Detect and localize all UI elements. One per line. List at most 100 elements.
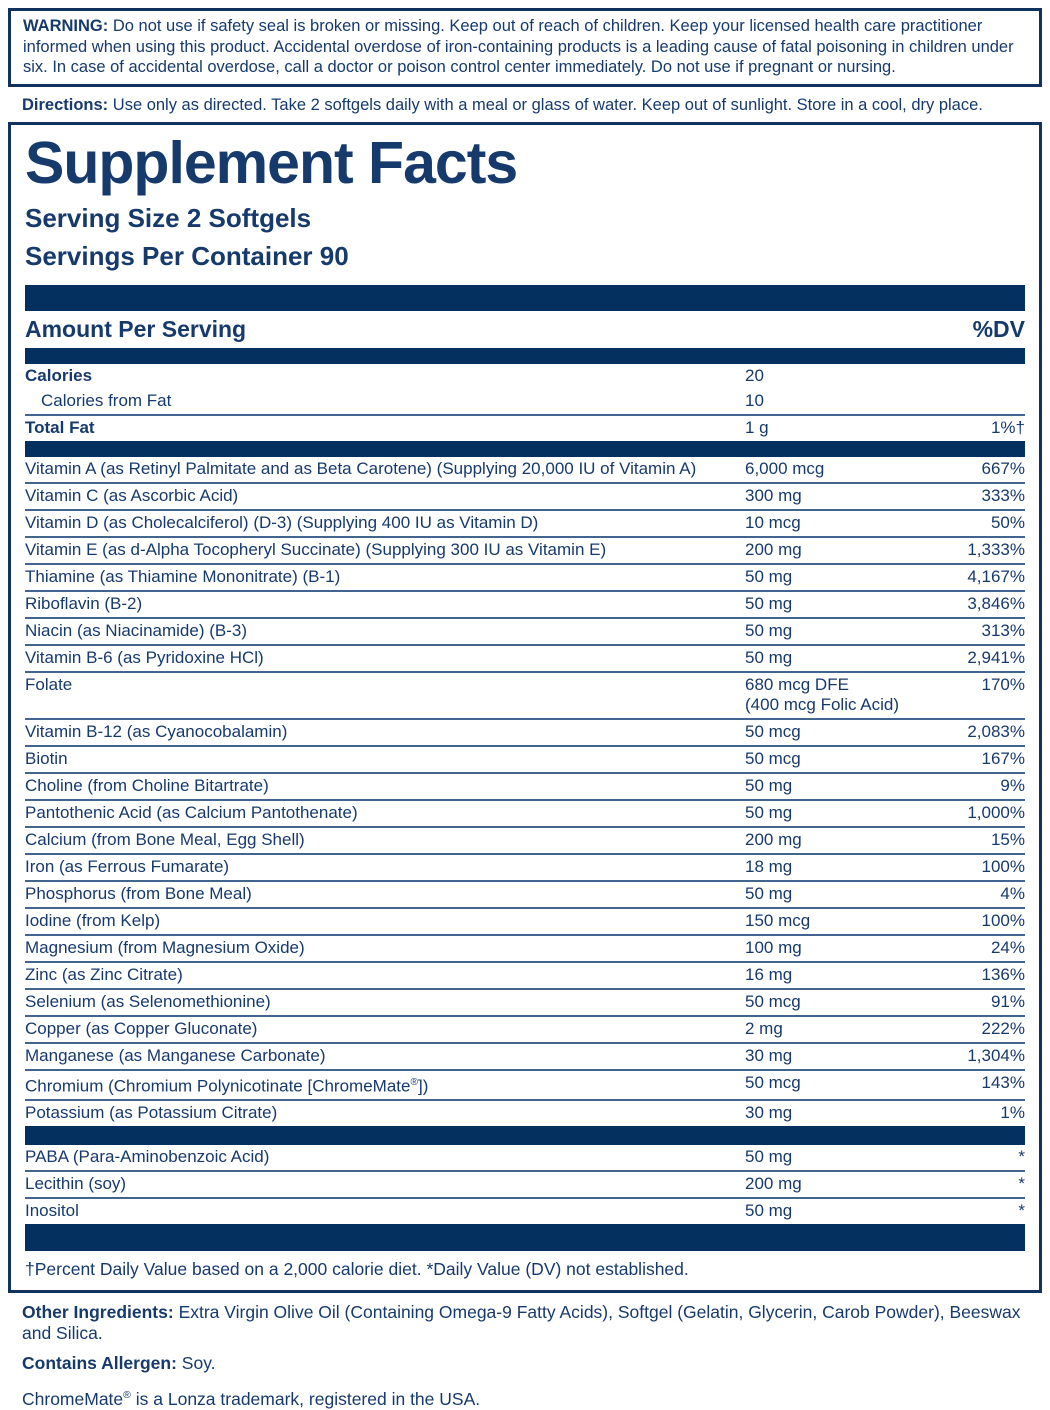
header-amount-per-serving: Amount Per Serving [25, 315, 247, 342]
divider-bar [25, 440, 1025, 457]
nutrient-name: Iron (as Ferrous Fumarate) [25, 856, 230, 876]
nutrient-dv: 4,167% [967, 566, 1025, 586]
table-row: Manganese (as Manganese Carbonate) 30 mg 1… [25, 1041, 1025, 1069]
warning-label: WARNING: [23, 17, 109, 35]
nutrient-rows: Vitamin A (as Retinyl Palmitate and as B… [25, 457, 1025, 1127]
nutrient-amount: 30 mg [745, 1045, 793, 1065]
nutrient-name: Biotin [25, 748, 68, 768]
directions-label: Directions: [22, 95, 109, 114]
nutrient-dv: 167% [981, 748, 1025, 768]
nutrient-name: Thiamine (as Thiamine Mononitrate) (B-1) [25, 566, 341, 586]
nutrient-dv: * [1018, 1201, 1025, 1221]
table-row: Niacin (as Niacinamide) (B-3) 50 mg 313% [25, 616, 1025, 644]
table-row: Vitamin C (as Ascorbic Acid) 300 mg 333% [25, 481, 1025, 509]
nutrient-dv: 667% [981, 458, 1025, 478]
nutrient-dv: 313% [981, 620, 1025, 640]
table-row: Selenium (as Selenomethionine) 50 mcg 91% [25, 987, 1025, 1015]
table-row: Calcium (from Bone Meal, Egg Shell) 200 m… [25, 825, 1025, 853]
nutrient-dv: 15% [990, 829, 1025, 849]
nutrient-dv: 100% [981, 910, 1025, 930]
nutrient-dv: 91% [990, 991, 1025, 1011]
nutrient-dv: 4% [1000, 883, 1025, 903]
nutrient-amount: 50 mg [745, 1201, 793, 1221]
warning-text: WARNING: Do not use if safety seal is br… [23, 17, 1014, 76]
nutrient-amount: 20 [745, 365, 764, 385]
nutrient-name: Calcium (from Bone Meal, Egg Shell) [25, 829, 305, 849]
nutrient-dv: * [1018, 1147, 1025, 1167]
table-row: Total Fat 1 g 1%† [25, 413, 1025, 441]
nutrient-dv: 143% [981, 1072, 1025, 1092]
table-row: Vitamin B-6 (as Pyridoxine HCl) 50 mg 2,94… [25, 643, 1025, 671]
nutrient-name: Iodine (from Kelp) [25, 910, 161, 930]
divider-bar [25, 1224, 1025, 1252]
nutrient-name: Choline (from Choline Bitartrate) [25, 775, 269, 795]
nutrient-dv: 3,846% [967, 593, 1025, 613]
nutrient-name: Magnesium (from Magnesium Oxide) [25, 937, 305, 957]
header-dv: %DV [972, 315, 1025, 342]
table-row: Choline (from Choline Bitartrate) 50 mg 9% [25, 771, 1025, 799]
nutrient-amount: 150 mcg [745, 910, 811, 930]
nutrient-name: Total Fat [25, 417, 95, 437]
table-row: Magnesium (from Magnesium Oxide) 100 mg 24… [25, 933, 1025, 961]
table-row: Biotin 50 mcg 167% [25, 744, 1025, 772]
nutrient-amount: 680 mcg DFE (400 mcg Folic Acid) [745, 674, 899, 714]
nutrient-name: Zinc (as Zinc Citrate) [25, 964, 183, 984]
nutrient-name: Riboflavin (B-2) [25, 593, 143, 613]
nutrient-amount: 50 mg [745, 566, 793, 586]
table-row: Vitamin D (as Cholecalciferol) (D-3) (Su… [25, 508, 1025, 536]
table-row: Calories from Fat 10 [25, 389, 1025, 414]
nutrient-amount: 2 mg [745, 1018, 783, 1038]
panel-title: Supplement Facts [25, 129, 518, 196]
table-row: Iodine (from Kelp) 150 mcg 100% [25, 906, 1025, 934]
divider-bar [25, 347, 1025, 364]
nutrient-name: Lecithin (soy) [25, 1174, 127, 1194]
nutrient-dv: 1% [1000, 1103, 1025, 1123]
nutrient-name: Vitamin E (as d-Alpha Tocopheryl Succina… [25, 539, 607, 559]
nutrient-name: Vitamin D (as Cholecalciferol) (D-3) (Su… [25, 512, 539, 532]
nutrient-name: Manganese (as Manganese Carbonate) [25, 1045, 326, 1065]
trademark-note: ChromeMate® is a Lonza trademark, regist… [22, 1388, 481, 1409]
divider-bar [25, 1126, 1025, 1146]
other-ingredients: Other Ingredients: Extra Virgin Olive Oi… [22, 1302, 1021, 1344]
table-row: Iron (as Ferrous Fumarate) 18 mg 100% [25, 852, 1025, 880]
nutrient-dv: 1%† [990, 417, 1025, 437]
nutrient-dv: 24% [990, 937, 1025, 957]
nutrient-dv: 9% [1000, 775, 1025, 795]
nutrient-amount: 50 mcg [745, 1072, 801, 1092]
nutrient-dv [925, 391, 1025, 411]
servings-per-container: Servings Per Container 90 [25, 240, 349, 271]
nutrient-amount: 50 mg [745, 802, 793, 822]
supplement-facts-panel: Supplement Facts Serving Size 2 Softgels… [8, 121, 1042, 1294]
divider-bar [25, 284, 1025, 311]
nutrient-dv: 50% [990, 512, 1025, 532]
nutrient-name: Inositol [25, 1201, 79, 1221]
table-row: Inositol 50 mg * [25, 1197, 1025, 1224]
serving-size: Serving Size 2 Softgels [25, 202, 312, 233]
other-ingredients-label: Other Ingredients: [22, 1302, 174, 1323]
table-header: Amount Per Serving %DV [25, 311, 1025, 348]
nutrient-name: Folate [25, 674, 73, 694]
nutrient-amount: 50 mg [745, 1147, 793, 1167]
table-row: Pantothenic Acid (as Calcium Pantothenat… [25, 798, 1025, 826]
nutrient-name: Vitamin B-6 (as Pyridoxine HCl) [25, 647, 264, 667]
extra-ingredient-rows: PABA (Para-Aminobenzoic Acid) 50 mg * Lecit… [25, 1145, 1025, 1224]
nutrient-name: Chromium (Chromium Polynicotinate [Chrom… [25, 1076, 429, 1096]
warning-box: WARNING: Do not use if safety seal is br… [8, 8, 1042, 87]
contains-allergen: Contains Allergen: Soy. [22, 1353, 216, 1374]
nutrient-dv: 2,941% [967, 647, 1025, 667]
nutrient-name: Vitamin A (as Retinyl Palmitate and as B… [25, 458, 697, 478]
nutrient-amount: 50 mg [745, 593, 793, 613]
table-row: Chromium (Chromium Polynicotinate [Chrom… [25, 1068, 1025, 1100]
nutrient-name: Vitamin C (as Ascorbic Acid) [25, 485, 239, 505]
nutrient-amount: 200 mg [745, 829, 802, 849]
table-row: Vitamin B-12 (as Cyanocobalamin) 50 mcg 2,… [25, 717, 1025, 745]
nutrient-name: Phosphorus (from Bone Meal) [25, 883, 252, 903]
table-row: Phosphorus (from Bone Meal) 50 mg 4% [25, 879, 1025, 907]
nutrient-amount: 300 mg [745, 485, 802, 505]
nutrient-amount: 50 mg [745, 620, 793, 640]
nutrient-dv: 1,304% [967, 1045, 1025, 1065]
nutrient-dv: 1,333% [967, 539, 1025, 559]
nutrient-dv: 136% [981, 964, 1025, 984]
nutrient-amount: 50 mg [745, 775, 793, 795]
nutrient-dv: 170% [981, 674, 1025, 694]
